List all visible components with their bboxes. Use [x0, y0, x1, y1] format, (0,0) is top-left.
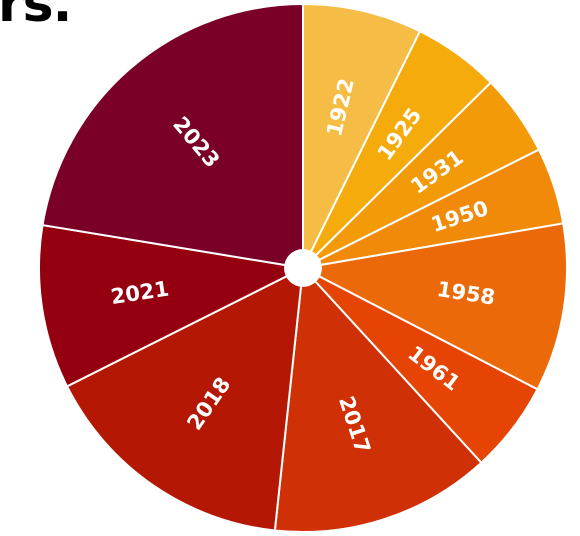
pie-slices — [38, 2, 568, 533]
pie-slice-2023 — [41, 2, 304, 270]
pie-slice-2018 — [65, 266, 305, 532]
title-fragment: rs. — [0, 0, 72, 34]
pie-slice-1922 — [302, 2, 422, 269]
pie-slice-1958 — [299, 222, 568, 391]
center-hole — [284, 249, 322, 287]
pie-slice-2017 — [273, 265, 483, 533]
pie-slice-2021 — [38, 223, 307, 388]
